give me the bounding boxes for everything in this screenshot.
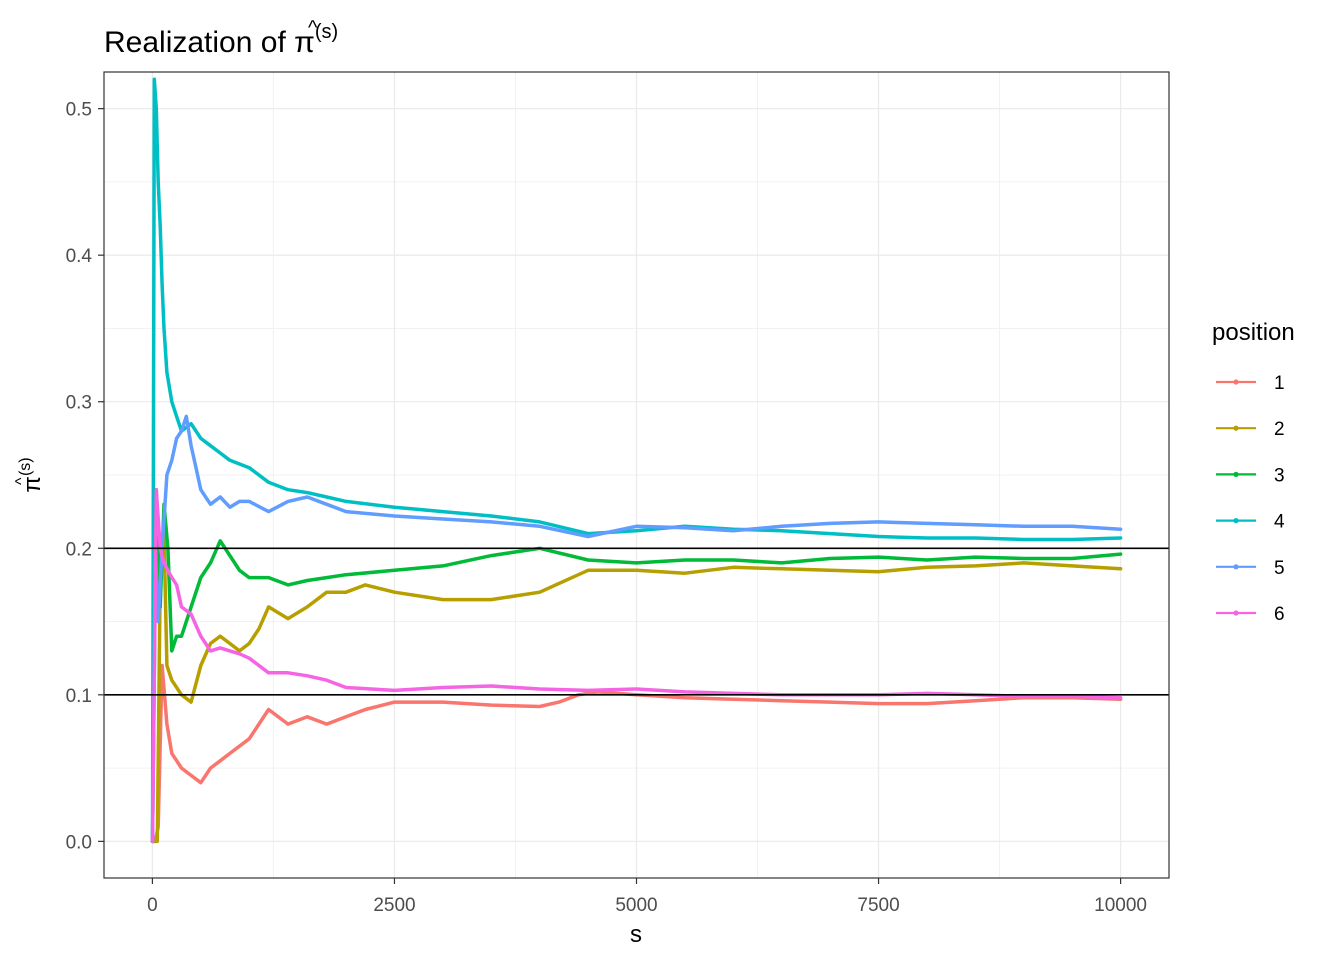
x-tick-label: 10000 [1094, 895, 1147, 916]
chart-title-text: Realization of [104, 26, 294, 59]
x-tick-label: 5000 [615, 895, 657, 916]
chart-title: Realization of π(s) [104, 21, 338, 59]
legend-label: 1 [1274, 373, 1285, 394]
y-tick-label: 0.2 [66, 539, 92, 560]
y-tick-label: 0.4 [66, 246, 93, 267]
y-tick-label: 0.0 [66, 832, 92, 853]
series-line-4 [150, 77, 1123, 844]
legend-item-4: 4 [1216, 512, 1285, 533]
x-axis: 0 2500 5000 7500 10000 [147, 878, 1147, 916]
legend-item-3: 3 [1216, 465, 1285, 486]
legend-label: 2 [1274, 419, 1285, 440]
y-axis-title-symbol: π [19, 476, 46, 493]
legend-key-point [1233, 564, 1239, 570]
x-tick-label: 7500 [857, 895, 899, 916]
y-tick-label: 0.3 [66, 393, 92, 414]
reference-lines [104, 547, 1169, 696]
chart-title-superscript: (s) [315, 21, 338, 43]
chart-title-hat: ^ [308, 17, 318, 39]
legend-key-point [1233, 610, 1239, 616]
legend-label: 3 [1274, 465, 1285, 486]
legend-label: 6 [1274, 604, 1285, 625]
legend-key-point [1233, 379, 1239, 385]
x-tick-label: 2500 [373, 895, 415, 916]
series-line-5 [150, 414, 1123, 844]
series-line-1 [150, 663, 1123, 844]
legend-key-point [1233, 518, 1239, 524]
y-axis-title: π(s) ^ [13, 457, 46, 492]
series-line-3 [150, 487, 1123, 844]
y-tick-label: 0.5 [66, 100, 92, 121]
y-tick-label: 0.1 [66, 686, 92, 707]
plot-panel [103, 71, 1170, 879]
legend-item-5: 5 [1216, 558, 1285, 579]
legend-item-2: 2 [1216, 419, 1285, 440]
chart-title-symbol: π [294, 26, 315, 59]
legend-key-point [1233, 425, 1239, 431]
svg-text:π(s): π(s) [17, 457, 46, 492]
legend-key-point [1233, 471, 1239, 477]
legend-item-6: 6 [1216, 604, 1285, 625]
y-axis-title-hat: ^ [13, 477, 30, 485]
legend-label: 5 [1274, 558, 1285, 579]
legend-title: position [1212, 319, 1295, 346]
x-tick-label: 0 [147, 895, 158, 916]
legend: position 1 2 3 4 5 6 [1212, 319, 1295, 625]
legend-item-1: 1 [1216, 373, 1285, 394]
y-axis-title-superscript: (s) [17, 457, 34, 476]
x-axis-title: s [630, 921, 642, 948]
y-axis: 0.0 0.1 0.2 0.3 0.4 0.5 [66, 100, 104, 853]
legend-label: 4 [1274, 512, 1285, 533]
